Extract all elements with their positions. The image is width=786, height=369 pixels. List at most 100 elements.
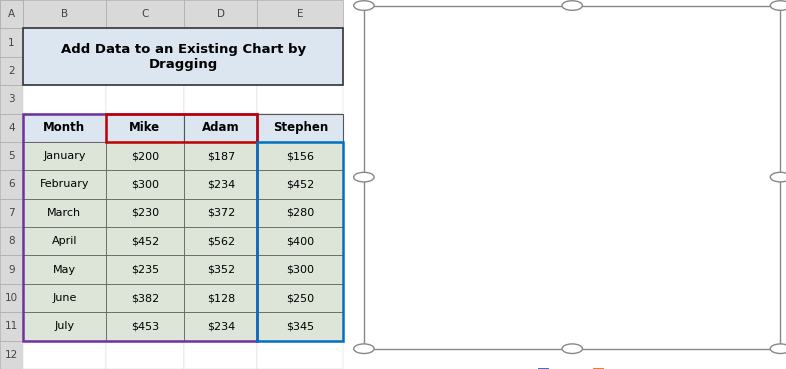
- Text: 3: 3: [9, 94, 15, 104]
- Bar: [184, 0, 258, 28]
- Bar: [737, 206, 754, 306]
- Bar: [24, 199, 105, 227]
- Bar: [258, 284, 343, 312]
- Bar: [258, 170, 343, 199]
- Bar: [184, 255, 258, 284]
- Bar: [105, 170, 184, 199]
- Text: $235: $235: [130, 265, 159, 275]
- Bar: [184, 114, 258, 142]
- Bar: [0, 170, 24, 199]
- Bar: [105, 114, 258, 142]
- Bar: [592, 64, 608, 306]
- Text: June: June: [52, 293, 76, 303]
- Bar: [258, 284, 343, 312]
- Bar: [0, 284, 24, 312]
- Bar: [24, 255, 105, 284]
- Text: $562: $562: [207, 236, 235, 246]
- Bar: [24, 114, 105, 142]
- Bar: [258, 341, 343, 369]
- Text: Stephen: Stephen: [273, 121, 328, 134]
- Bar: [105, 142, 184, 170]
- Bar: [105, 199, 184, 227]
- Bar: [671, 142, 689, 306]
- Bar: [105, 255, 184, 284]
- Bar: [24, 28, 343, 85]
- Bar: [24, 312, 105, 341]
- Text: $280: $280: [286, 208, 314, 218]
- Bar: [184, 57, 258, 85]
- Text: $300: $300: [130, 179, 159, 190]
- Bar: [105, 85, 184, 114]
- Bar: [184, 312, 258, 341]
- Text: $452: $452: [286, 179, 314, 190]
- Bar: [184, 312, 258, 341]
- Bar: [24, 114, 258, 341]
- Bar: [24, 227, 105, 255]
- Bar: [184, 142, 258, 170]
- Bar: [623, 205, 640, 306]
- Text: $156: $156: [286, 151, 314, 161]
- Bar: [184, 284, 258, 312]
- Bar: [184, 85, 258, 114]
- Text: C: C: [141, 9, 149, 19]
- Bar: [689, 251, 706, 306]
- Bar: [105, 227, 184, 255]
- Legend: Mike, Adam: Mike, Adam: [534, 364, 649, 369]
- Bar: [258, 170, 343, 199]
- Text: $250: $250: [286, 293, 314, 303]
- Bar: [24, 28, 105, 57]
- Bar: [24, 142, 105, 170]
- Bar: [24, 255, 105, 284]
- Bar: [24, 312, 105, 341]
- Bar: [105, 341, 184, 369]
- Bar: [24, 85, 105, 114]
- Bar: [0, 57, 24, 85]
- Bar: [575, 112, 592, 306]
- Text: B: B: [61, 9, 68, 19]
- Text: $453: $453: [130, 321, 159, 331]
- Text: April: April: [52, 236, 77, 246]
- Bar: [0, 341, 24, 369]
- Bar: [0, 0, 24, 28]
- Bar: [0, 0, 24, 28]
- Text: $382: $382: [130, 293, 159, 303]
- Bar: [258, 114, 343, 142]
- Bar: [24, 227, 105, 255]
- Bar: [258, 142, 343, 170]
- Bar: [105, 142, 184, 170]
- Text: $187: $187: [207, 151, 235, 161]
- Bar: [184, 170, 258, 199]
- Text: 11: 11: [5, 321, 18, 331]
- Bar: [446, 226, 463, 306]
- Bar: [258, 0, 343, 28]
- Bar: [24, 57, 105, 85]
- Text: 5: 5: [9, 151, 15, 161]
- Bar: [24, 170, 105, 199]
- Bar: [640, 155, 657, 306]
- Bar: [184, 142, 258, 170]
- Bar: [0, 227, 24, 255]
- Bar: [24, 114, 105, 142]
- Bar: [105, 312, 184, 341]
- Bar: [105, 227, 184, 255]
- Bar: [258, 227, 343, 255]
- Bar: [477, 177, 494, 306]
- Bar: [105, 199, 184, 227]
- Text: A: A: [8, 9, 15, 19]
- Title: Chart Title: Chart Title: [545, 25, 638, 44]
- Bar: [184, 284, 258, 312]
- Bar: [105, 28, 184, 57]
- Bar: [258, 199, 343, 227]
- Bar: [258, 142, 343, 170]
- Bar: [0, 312, 24, 341]
- Bar: [105, 114, 184, 142]
- Bar: [184, 114, 258, 142]
- Bar: [184, 28, 258, 57]
- Text: $300: $300: [286, 265, 314, 275]
- Text: $234: $234: [207, 321, 235, 331]
- Text: $352: $352: [207, 265, 235, 275]
- Bar: [24, 142, 105, 170]
- Text: $345: $345: [286, 321, 314, 331]
- Bar: [24, 0, 105, 28]
- Text: 1: 1: [9, 38, 15, 48]
